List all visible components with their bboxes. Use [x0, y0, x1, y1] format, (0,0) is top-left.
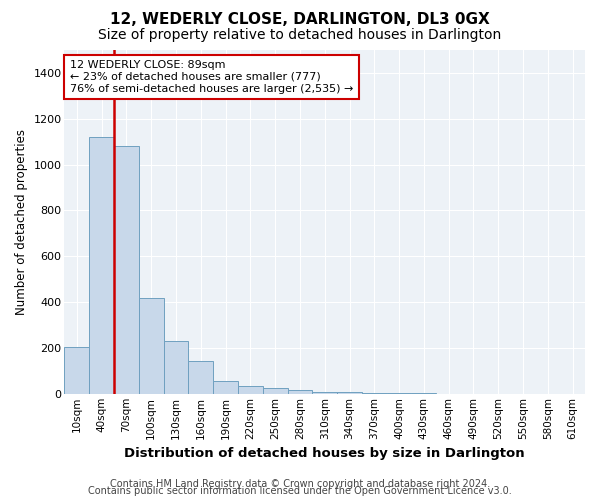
- Text: Contains HM Land Registry data © Crown copyright and database right 2024.: Contains HM Land Registry data © Crown c…: [110, 479, 490, 489]
- Bar: [287, 390, 313, 394]
- Bar: [164, 341, 188, 394]
- Bar: [188, 360, 213, 394]
- Bar: [362, 392, 386, 394]
- Bar: [114, 146, 139, 394]
- Bar: [238, 386, 263, 394]
- Bar: [139, 298, 164, 394]
- Text: 12, WEDERLY CLOSE, DARLINGTON, DL3 0GX: 12, WEDERLY CLOSE, DARLINGTON, DL3 0GX: [110, 12, 490, 28]
- Text: Size of property relative to detached houses in Darlington: Size of property relative to detached ho…: [98, 28, 502, 42]
- Y-axis label: Number of detached properties: Number of detached properties: [15, 129, 28, 315]
- Bar: [89, 137, 114, 394]
- X-axis label: Distribution of detached houses by size in Darlington: Distribution of detached houses by size …: [124, 447, 525, 460]
- Bar: [386, 393, 412, 394]
- Text: Contains public sector information licensed under the Open Government Licence v3: Contains public sector information licen…: [88, 486, 512, 496]
- Bar: [337, 392, 362, 394]
- Bar: [412, 393, 436, 394]
- Bar: [313, 392, 337, 394]
- Text: 12 WEDERLY CLOSE: 89sqm
← 23% of detached houses are smaller (777)
76% of semi-d: 12 WEDERLY CLOSE: 89sqm ← 23% of detache…: [70, 60, 353, 94]
- Bar: [213, 382, 238, 394]
- Bar: [263, 388, 287, 394]
- Bar: [64, 347, 89, 394]
